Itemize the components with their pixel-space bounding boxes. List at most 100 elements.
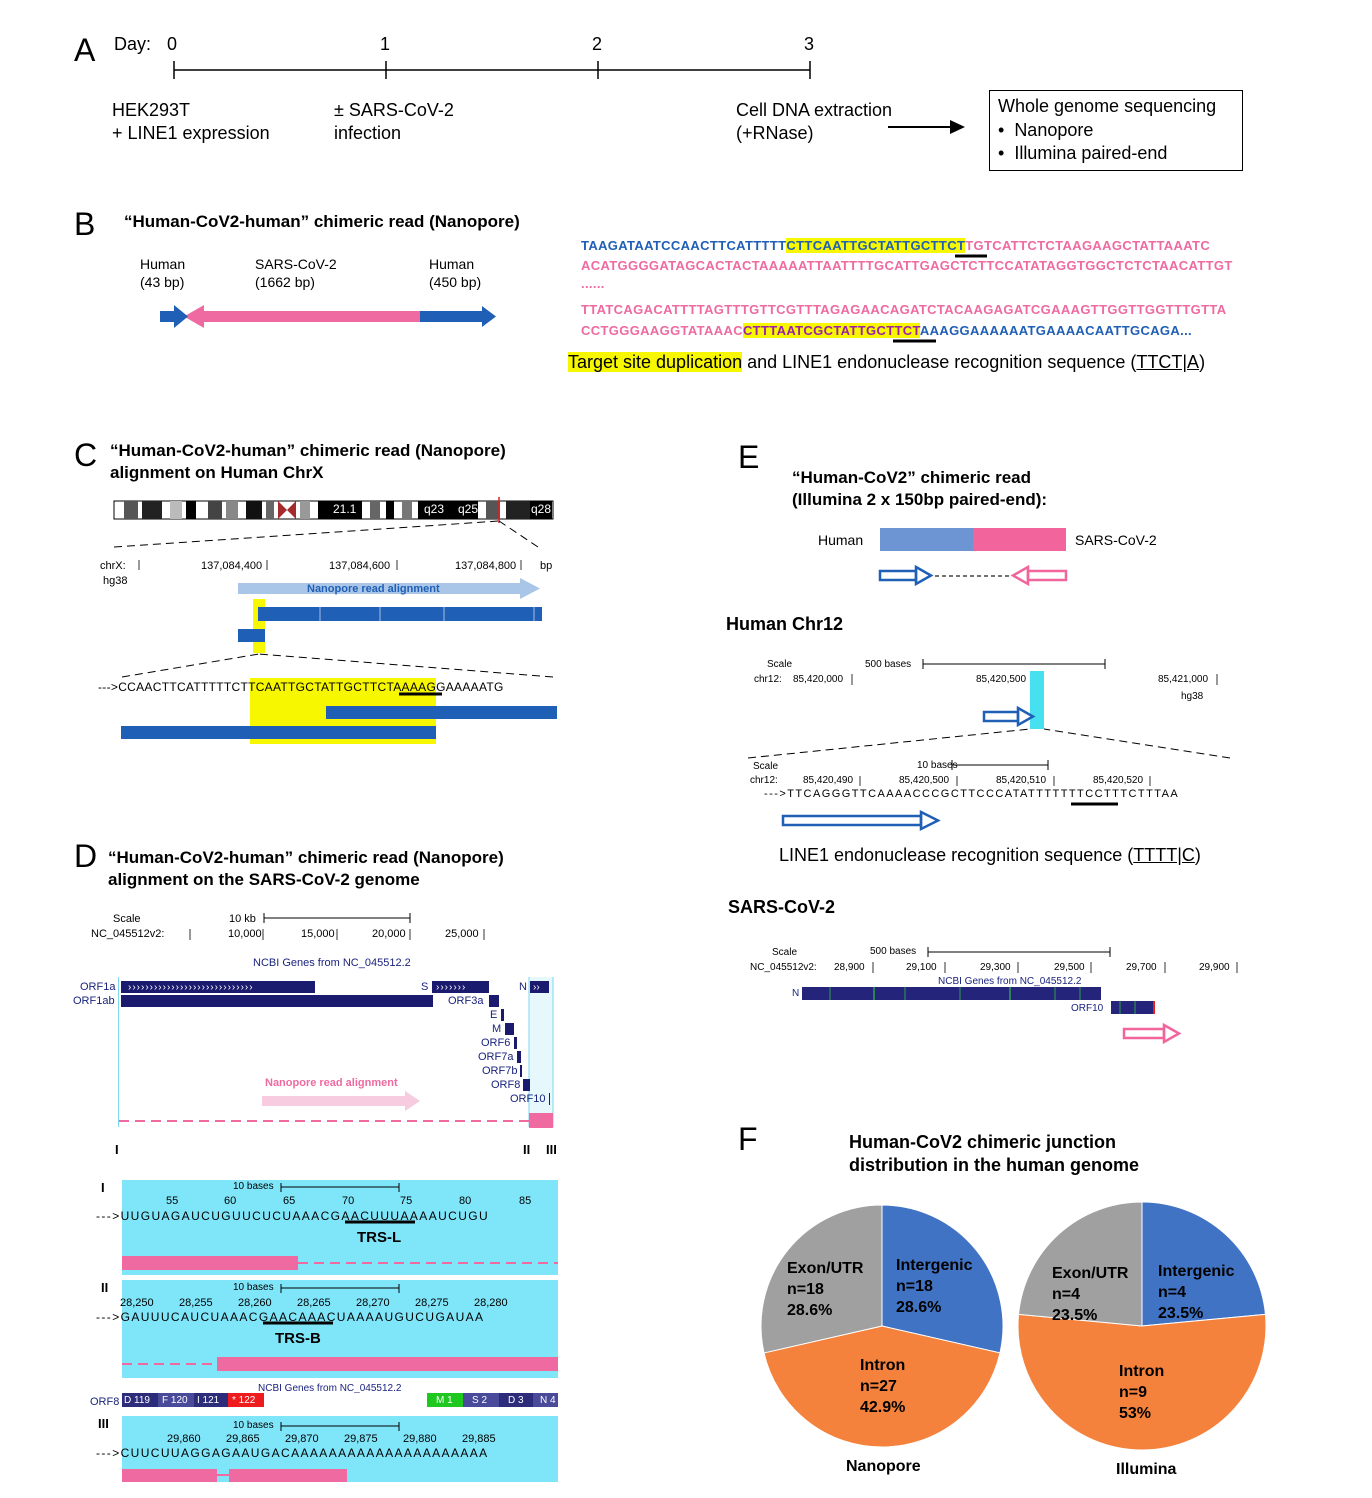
- zoom-i-tick-75: 75: [400, 1195, 413, 1207]
- step2-line1: ± SARS-CoV-2: [334, 100, 454, 120]
- pie-slice-illumina-exonutr: [1018, 1201, 1143, 1327]
- timeline-axis: [173, 61, 965, 134]
- day-2: 2: [592, 34, 603, 54]
- zoom-ii-tick-5: 28,270: [356, 1297, 390, 1309]
- panel-c-title-1: “Human-CoV2-human” chimeric read (Nanopo…: [110, 441, 506, 460]
- chr12-scale-length: 500 bases: [865, 659, 912, 670]
- tsd-legend: Target site duplication: [568, 352, 743, 372]
- segment-sars-cov-2: SARS-CoV-2 (1662 bp): [255, 256, 337, 290]
- chr12-zoom-pos-2: 85,420,500: [899, 775, 950, 786]
- chrx-pos-3: 137,084,800: [455, 560, 517, 572]
- zoom-iii-tick-6: 29,885: [462, 1433, 496, 1445]
- region-marker-ii: II: [523, 1142, 531, 1157]
- gene-orf3a: ORF3a: [448, 995, 484, 1007]
- gene-orf6: ORF6: [481, 1037, 511, 1049]
- cov-pos-1: 28,900: [834, 962, 865, 973]
- sequence-line-3: TTATCAGACATTTTAGTTTGTTCGTTTAGAGAACAGATCT…: [581, 302, 1227, 317]
- day-1: 1: [380, 34, 391, 54]
- zoom-ii-label: II: [101, 1280, 109, 1295]
- gene-orf7a: ORF7a: [478, 1051, 514, 1063]
- gene-orf1a: ORF1a: [80, 981, 116, 993]
- orf1a-chevrons: ›››››››››››››››››››››››››››››: [128, 982, 254, 993]
- zoom-iii-scale: 10 bases: [233, 1420, 274, 1431]
- pie-slice-nanopore-intron: [763, 1325, 1001, 1448]
- illumina-intergenic-label: Intergenic n=4 23.5%: [1158, 1263, 1235, 1322]
- zoom-ii-tick-4: 28,265: [297, 1297, 331, 1309]
- zoom-iii-tick-5: 29,880: [403, 1433, 437, 1445]
- chr12-zoom-scale: Scale: [753, 761, 779, 772]
- sequencing-box: Whole genome sequencing • Nanopore • Ill…: [989, 90, 1243, 171]
- codon-s2: S 2: [472, 1395, 488, 1406]
- cov-track-title: SARS-CoV-2: [728, 897, 836, 917]
- chrx-ideogram-and-alignment: [113, 497, 557, 744]
- codon-d119: D 119: [124, 1395, 150, 1406]
- chr12-scale: Scale: [767, 659, 793, 670]
- cov-pos-2: 29,100: [906, 962, 937, 973]
- gene-m: M: [492, 1023, 502, 1035]
- zoom-i-tick-85: 85: [519, 1195, 532, 1207]
- codon-n4: N 4: [540, 1395, 556, 1406]
- chr12-title: Human Chr12: [726, 614, 844, 634]
- panel-e-title-1: “Human-CoV2” chimeric read: [792, 468, 1032, 487]
- zoom-i-tick-60: 60: [224, 1195, 237, 1207]
- gene-orf1ab: ORF1ab: [73, 995, 115, 1007]
- codon-i121: I 121: [197, 1395, 220, 1406]
- cov-chrom: NC_045512v2:: [750, 962, 817, 973]
- trs-b-label: TRS-B: [275, 1330, 321, 1347]
- zoom-iii-tick-2: 29,865: [226, 1433, 260, 1445]
- day-3: 3: [804, 34, 815, 54]
- read-human-label: Human: [818, 532, 864, 548]
- zoom-ii-tick-1: 28,250: [120, 1297, 154, 1309]
- nanopore-track-label: Nanopore read alignment: [307, 583, 440, 595]
- panel-f-label: F: [738, 1121, 758, 1157]
- chrx-pos-2: 137,084,600: [329, 560, 391, 572]
- cov-scale-length: 500 bases: [870, 946, 917, 957]
- genome-pos-4: 25,000: [445, 928, 479, 940]
- zoom-ii-genes-title: NCBI Genes from NC_045512.2: [258, 1383, 402, 1394]
- step2-line2: infection: [334, 123, 402, 143]
- zoom-iii-tick-3: 29,870: [285, 1433, 319, 1445]
- cov-pos-6: 29,900: [1199, 962, 1230, 973]
- illumina-pie-title: Illumina: [1116, 1461, 1177, 1478]
- zoom-i-tick-55: 55: [166, 1195, 179, 1207]
- zoom-ii-scale: 10 bases: [233, 1282, 274, 1293]
- ideogram-band-q23: q23: [424, 502, 445, 516]
- zoom-iii-tick-4: 29,875: [344, 1433, 378, 1445]
- recognition-underlines: [893, 254, 987, 343]
- trs-l-label: TRS-L: [357, 1229, 402, 1246]
- cov-pos-3: 29,300: [980, 962, 1011, 973]
- chr12-zoom-sequence: --->TTCAGGGTTCAAAACCCGCTTCCCATATTTTTTTCC…: [764, 788, 1180, 800]
- nanopore-exon-label: Exon/UTR n=18 28.6%: [787, 1260, 864, 1319]
- chrx-label: chrX:: [100, 560, 126, 572]
- zoom-i-tick-65: 65: [283, 1195, 296, 1207]
- codon-d3: D 3: [508, 1395, 524, 1406]
- genes-track-title: NCBI Genes from NC_045512.2: [253, 957, 411, 969]
- region-marker-i: I: [115, 1142, 119, 1157]
- chr12-zoom-scale-length: 10 bases: [917, 760, 958, 771]
- chr12-pos-2: 85,420,500: [976, 674, 1027, 685]
- genome-scale-length: 10 kb: [229, 913, 256, 925]
- chr12-zoom-chrom: chr12:: [750, 775, 778, 786]
- n-chevrons: ››: [533, 982, 540, 993]
- zoom-i-sequence: --->UUGUAGAUCUGUUCUCUAAACGAACUUUAAAAUCUG…: [96, 1209, 490, 1223]
- gene-e: E: [490, 1009, 498, 1021]
- chr12-pos-3: 85,421,000: [1158, 674, 1209, 685]
- zoom-ii-tick-2: 28,255: [179, 1297, 213, 1309]
- line1-recognition-legend: LINE1 endonuclease recognition sequence …: [779, 845, 1201, 865]
- panel-b-title: “Human-CoV2-human” chimeric read (Nanopo…: [124, 212, 520, 231]
- panel-c-title-2: alignment on Human ChrX: [110, 463, 324, 482]
- cov-gene-n-label: N: [792, 988, 800, 999]
- pie-slice-nanopore-exonutr: [760, 1204, 883, 1354]
- ideogram-band-q28: q28: [531, 502, 552, 516]
- zoom-ii-tick-3: 28,260: [238, 1297, 272, 1309]
- ideogram-band-q25: q25: [458, 502, 479, 516]
- ideogram-band-21-1: 21.1: [333, 502, 357, 516]
- panel-d-title-1: “Human-CoV2-human” chimeric read (Nanopo…: [108, 848, 504, 867]
- codon-m1: M 1: [436, 1395, 453, 1406]
- panel-f-title-1: Human-CoV2 chimeric junction: [849, 1132, 1117, 1152]
- gene-orf10: ORF10: [510, 1093, 546, 1105]
- pie-slice-nanopore-intergenic: [881, 1204, 1004, 1354]
- cov-scale: Scale: [772, 947, 798, 958]
- gene-orf7b: ORF7b: [482, 1065, 518, 1077]
